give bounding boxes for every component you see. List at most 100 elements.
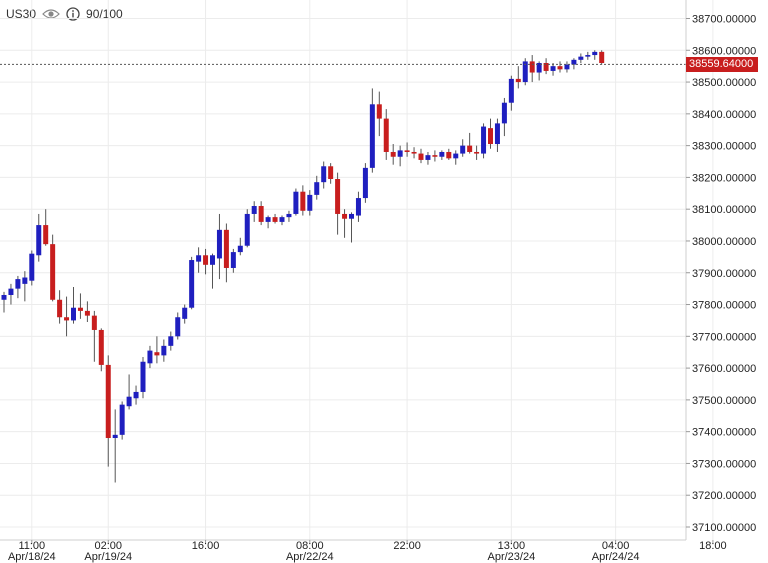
candle-body-down[interactable] — [272, 217, 278, 222]
candle-body-down[interactable] — [328, 166, 334, 179]
candle-body-down[interactable] — [43, 225, 49, 245]
candle-body-up[interactable] — [161, 345, 167, 356]
candle-body-up[interactable] — [501, 102, 507, 124]
candle-body-down[interactable] — [342, 213, 348, 219]
candle-body-up[interactable] — [536, 62, 542, 73]
candle-body-up[interactable] — [8, 288, 14, 295]
candle-body-down[interactable] — [50, 244, 56, 300]
candle-body-up[interactable] — [397, 150, 403, 157]
candle-body-down[interactable] — [488, 128, 493, 145]
candle-body-up[interactable] — [216, 229, 222, 259]
candle-body-up[interactable] — [349, 213, 354, 219]
candle-body-up[interactable] — [133, 391, 139, 399]
candle-body-up[interactable] — [168, 336, 174, 346]
x-tick-time-label: 11:00 — [18, 540, 45, 552]
candle-body-up[interactable] — [564, 64, 570, 70]
candle-body-up[interactable] — [508, 78, 514, 103]
candle-body-down[interactable] — [474, 151, 480, 154]
candle-body-up[interactable] — [189, 260, 195, 308]
candle-body-down[interactable] — [599, 51, 605, 63]
candle-body-up[interactable] — [355, 198, 361, 216]
candle-body-up[interactable] — [321, 166, 327, 183]
info-icon[interactable] — [66, 7, 80, 21]
candle-body-down[interactable] — [57, 299, 63, 318]
candle-body-up[interactable] — [22, 277, 28, 284]
candle-body-down[interactable] — [390, 151, 396, 157]
candle-body-down[interactable] — [432, 155, 438, 157]
candle-body-up[interactable] — [307, 194, 313, 211]
candle-body-up[interactable] — [126, 396, 132, 407]
candle-body-up[interactable] — [425, 155, 431, 160]
candle-body-down[interactable] — [467, 145, 473, 152]
candle-body-down[interactable] — [105, 364, 111, 439]
candle-body-down[interactable] — [77, 307, 83, 311]
eye-icon[interactable] — [42, 8, 60, 20]
candle-body-up[interactable] — [15, 279, 21, 289]
candle-body-down[interactable] — [98, 329, 104, 365]
symbol-label[interactable]: US30 — [6, 7, 37, 21]
candle-body-up[interactable] — [592, 51, 598, 56]
y-tick-label: 38100.00000 — [692, 204, 756, 216]
candle-body-up[interactable] — [571, 59, 577, 65]
candle-body-down[interactable] — [557, 66, 563, 70]
candle-body-up[interactable] — [29, 253, 35, 281]
candle-body-up[interactable] — [140, 361, 146, 392]
candle-body-up[interactable] — [251, 206, 257, 214]
candle-body-down[interactable] — [383, 118, 389, 152]
candle-body-down[interactable] — [91, 315, 97, 330]
candle-body-down[interactable] — [446, 151, 452, 159]
y-tick-label: 37400.00000 — [692, 427, 756, 439]
candle-body-up[interactable] — [112, 434, 118, 439]
candle-body-up[interactable] — [210, 255, 215, 265]
candle-body-up[interactable] — [244, 213, 250, 246]
candle-body-up[interactable] — [453, 153, 459, 159]
x-tick-date-label: Apr/18/24 — [8, 551, 56, 563]
candle-body-up[interactable] — [460, 145, 466, 154]
candle-body-down[interactable] — [418, 153, 424, 160]
y-axis[interactable]: 38700.00000 38600.00000 38500.00000 38400.0… — [686, 14, 756, 535]
candle-body-down[interactable] — [411, 151, 417, 154]
candle-body-down[interactable] — [258, 206, 264, 222]
candle-body-up[interactable] — [293, 191, 299, 214]
candle-body-up[interactable] — [286, 213, 292, 218]
candle-body-down[interactable] — [84, 310, 90, 316]
candle-body-up[interactable] — [230, 252, 236, 268]
candle-body-up[interactable] — [522, 61, 528, 83]
candle-body-up[interactable] — [439, 151, 445, 157]
candle-body-down[interactable] — [515, 78, 521, 83]
candle-body-up[interactable] — [362, 167, 368, 199]
candle-body-down[interactable] — [223, 229, 229, 268]
candle-body-up[interactable] — [196, 255, 202, 262]
candle-body-down[interactable] — [154, 352, 160, 356]
candle-body-up[interactable] — [494, 123, 500, 145]
y-tick-label: 38700.00000 — [692, 14, 756, 26]
candle-body-up[interactable] — [237, 245, 243, 253]
candle-body-up[interactable] — [369, 104, 375, 168]
candle-body-down[interactable] — [543, 62, 549, 71]
candle-body-down[interactable] — [335, 178, 341, 214]
candle-body-up[interactable] — [147, 350, 153, 364]
candle-body-up[interactable] — [71, 307, 76, 321]
candle-body-up[interactable] — [175, 317, 181, 337]
candle-body-down[interactable] — [376, 104, 382, 119]
candle-body-up[interactable] — [119, 404, 125, 435]
candle-body-up[interactable] — [279, 217, 285, 222]
candle-body-up[interactable] — [585, 55, 591, 57]
current-price-tag: 38559.64000 — [686, 57, 758, 72]
candle-body-up[interactable] — [550, 66, 556, 71]
candle-body-down[interactable] — [64, 317, 70, 321]
x-tick-time-label: 13:00 — [498, 540, 526, 552]
candle-body-up[interactable] — [314, 182, 320, 195]
candle-body-up[interactable] — [481, 126, 487, 154]
candle-body-up[interactable] — [36, 225, 42, 256]
candle-body-down[interactable] — [404, 150, 410, 152]
candle-body-down[interactable] — [203, 255, 209, 265]
candle-body-up[interactable] — [1, 294, 7, 300]
candle-body-up[interactable] — [578, 56, 584, 60]
candle-body-down[interactable] — [529, 61, 535, 73]
candle-body-down[interactable] — [300, 191, 306, 211]
candle-body-up[interactable] — [265, 217, 271, 222]
candle-body-up[interactable] — [182, 307, 188, 319]
